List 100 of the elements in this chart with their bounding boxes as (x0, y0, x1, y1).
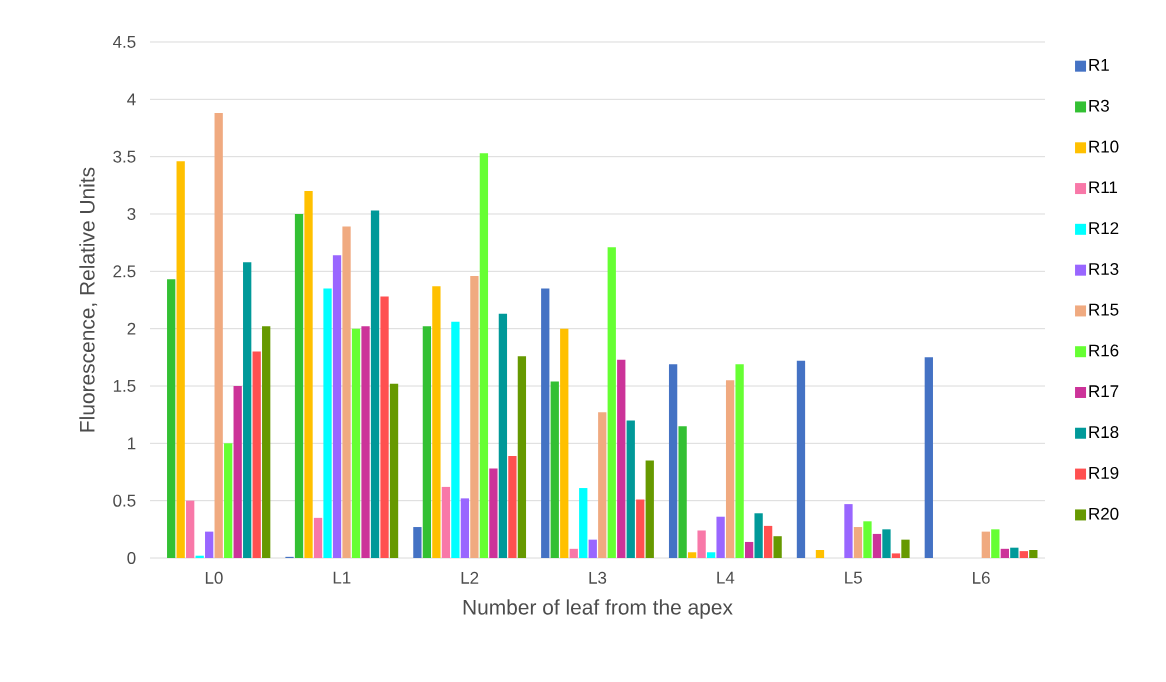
bar (678, 426, 687, 558)
y-tick-label: 1 (128, 437, 136, 450)
bar (389, 383, 399, 558)
bar (853, 527, 863, 558)
bar (550, 381, 559, 558)
bar (882, 529, 891, 558)
y-tick-label: 0 (127, 552, 136, 564)
bar (924, 357, 933, 558)
bar (796, 360, 806, 558)
bar (176, 161, 185, 558)
bar (451, 321, 460, 558)
x-tick-label: L2 (461, 571, 479, 584)
bar (697, 530, 706, 558)
bar (981, 531, 990, 558)
bar (991, 529, 1000, 558)
bar (626, 420, 635, 558)
bar (508, 455, 517, 558)
bar (351, 328, 361, 558)
y-tick-label: 0.5 (113, 494, 136, 507)
bar (754, 513, 763, 558)
y-axis-title: Fluorescence, Relative Units (79, 167, 98, 432)
bar (541, 288, 550, 558)
bar (598, 412, 607, 558)
legend-label: R10 (1089, 140, 1119, 153)
bar (214, 113, 223, 558)
bar (636, 499, 645, 558)
bar (617, 359, 626, 558)
bar (687, 552, 697, 558)
legend-label: R11 (1089, 181, 1118, 194)
x-tick-label: L0 (205, 571, 223, 584)
bar (413, 527, 422, 558)
bar (668, 364, 678, 558)
bar (517, 356, 527, 558)
x-tick-label: L3 (589, 571, 607, 584)
bar (744, 541, 754, 558)
bar (370, 210, 380, 558)
bar (872, 533, 882, 558)
legend-label: R19 (1089, 466, 1119, 479)
legend-label: R16 (1089, 344, 1119, 357)
bar (569, 548, 578, 558)
bar (815, 549, 825, 558)
y-tick-label: 3.5 (113, 150, 136, 163)
x-tick-label: L4 (717, 571, 735, 584)
legend-label: R1 (1089, 59, 1109, 71)
bar (498, 313, 508, 558)
bar (1000, 548, 1009, 558)
bar (901, 539, 910, 558)
bar (323, 288, 332, 558)
y-tick-label: 4.5 (113, 36, 136, 48)
legend-label: R17 (1089, 385, 1119, 398)
bar (735, 364, 744, 558)
bar (224, 443, 233, 558)
bar (186, 500, 195, 558)
x-tick-label: L1 (333, 571, 351, 584)
bar (773, 536, 782, 558)
bar (380, 296, 389, 558)
bar (1019, 551, 1028, 558)
bar (304, 191, 313, 558)
bar (342, 226, 351, 558)
bar (579, 488, 588, 558)
bar (725, 380, 735, 558)
legend-label: R18 (1089, 426, 1119, 439)
bar (891, 553, 901, 558)
bar (489, 468, 498, 558)
bar (422, 326, 432, 558)
bar (588, 539, 597, 558)
legend-label: R20 (1089, 507, 1119, 520)
bar (460, 498, 470, 558)
bar (1029, 549, 1038, 558)
bar (313, 517, 323, 558)
x-tick-label: L6 (973, 571, 990, 584)
bar (479, 153, 489, 558)
bar (1010, 547, 1019, 558)
bar (441, 486, 451, 558)
bar (332, 255, 342, 558)
y-tick-label: 4 (127, 93, 136, 106)
bar (294, 214, 304, 558)
bar (252, 351, 261, 558)
bar (844, 504, 853, 558)
legend-label: R12 (1089, 222, 1119, 234)
bar (763, 525, 773, 558)
legend-label: R13 (1089, 262, 1119, 275)
bar (262, 326, 271, 558)
bar (361, 326, 370, 558)
bar (205, 531, 214, 558)
bar (645, 460, 654, 558)
bar (432, 286, 441, 558)
bar (716, 516, 725, 558)
y-tick-label: 2 (127, 322, 136, 335)
y-tick-label: 1.5 (113, 380, 136, 392)
legend-label: R15 (1089, 303, 1119, 316)
legend-label: R3 (1089, 99, 1109, 112)
y-tick-label: 3 (127, 208, 136, 220)
x-tick-label: L5 (845, 571, 862, 584)
bar (560, 328, 569, 558)
bar (167, 279, 176, 558)
bar (233, 386, 242, 558)
y-tick-label: 2.5 (113, 265, 136, 278)
x-axis-title: Number of leaf from the apex (463, 599, 733, 619)
bar (706, 552, 716, 558)
